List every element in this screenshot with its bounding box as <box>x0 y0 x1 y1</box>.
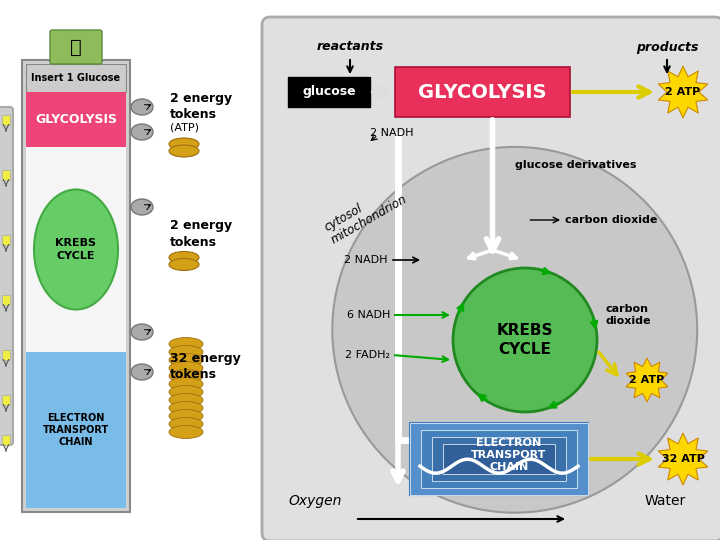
Bar <box>28 66 124 506</box>
Text: carbon
dioxide: carbon dioxide <box>605 304 650 326</box>
Text: 2 NADH: 2 NADH <box>344 255 388 265</box>
Ellipse shape <box>169 386 203 399</box>
Ellipse shape <box>169 409 203 422</box>
Text: Insert 1 Glucose: Insert 1 Glucose <box>32 73 120 83</box>
Ellipse shape <box>169 361 203 375</box>
Ellipse shape <box>169 354 203 367</box>
Text: 2 ATP: 2 ATP <box>665 87 701 97</box>
Polygon shape <box>658 66 708 118</box>
Ellipse shape <box>131 364 153 380</box>
Ellipse shape <box>131 324 153 340</box>
Polygon shape <box>626 358 668 402</box>
Ellipse shape <box>169 377 203 390</box>
Text: cytosol
mitochondrion: cytosol mitochondrion <box>322 180 410 246</box>
FancyBboxPatch shape <box>0 107 13 445</box>
Ellipse shape <box>131 124 153 140</box>
Polygon shape <box>658 433 708 485</box>
Text: glucose: glucose <box>302 85 356 98</box>
Text: ELECTRON
TRANSPORT
CHAIN: ELECTRON TRANSPORT CHAIN <box>472 438 546 471</box>
Bar <box>410 423 588 495</box>
Text: 2 FADH₂: 2 FADH₂ <box>345 350 390 360</box>
Ellipse shape <box>169 145 199 157</box>
Bar <box>2 350 10 360</box>
Circle shape <box>453 268 597 412</box>
Text: (ATP): (ATP) <box>170 122 199 132</box>
Text: GLYCOLYSIS: GLYCOLYSIS <box>35 113 117 126</box>
Bar <box>26 352 126 508</box>
Text: 2 energy
tokens: 2 energy tokens <box>170 219 232 248</box>
Text: 2 energy
tokens: 2 energy tokens <box>170 92 232 121</box>
Bar <box>432 437 566 481</box>
Text: KREBS
CYCLE: KREBS CYCLE <box>497 322 553 357</box>
Text: KREBS
CYCLE: KREBS CYCLE <box>55 238 96 261</box>
Bar <box>2 170 10 180</box>
Text: 6 NADH: 6 NADH <box>346 310 390 320</box>
Ellipse shape <box>169 402 203 415</box>
Bar <box>395 67 570 117</box>
Bar <box>2 395 10 405</box>
Text: 32 energy
tokens: 32 energy tokens <box>170 352 240 381</box>
Text: 2 NADH: 2 NADH <box>370 128 413 138</box>
Bar <box>26 64 126 92</box>
Ellipse shape <box>169 394 203 407</box>
Ellipse shape <box>131 99 153 115</box>
Bar <box>26 92 126 147</box>
Text: Water: Water <box>644 494 685 508</box>
Ellipse shape <box>169 426 203 438</box>
Ellipse shape <box>131 199 153 215</box>
Text: 32 ATP: 32 ATP <box>662 454 704 464</box>
Text: reactants: reactants <box>316 40 384 53</box>
Ellipse shape <box>333 147 697 512</box>
Bar <box>2 435 10 445</box>
Ellipse shape <box>169 369 203 382</box>
Ellipse shape <box>169 417 203 430</box>
Bar <box>2 295 10 305</box>
Text: carbon dioxide: carbon dioxide <box>565 215 657 225</box>
Bar <box>288 77 370 107</box>
FancyBboxPatch shape <box>262 17 720 540</box>
Bar <box>2 115 10 125</box>
Text: 💵: 💵 <box>70 37 82 57</box>
Text: glucose derivatives: glucose derivatives <box>515 160 636 170</box>
FancyBboxPatch shape <box>22 60 130 512</box>
Ellipse shape <box>169 259 199 271</box>
Bar <box>410 423 588 495</box>
Text: ELECTRON
TRANSPORT
CHAIN: ELECTRON TRANSPORT CHAIN <box>43 413 109 448</box>
Bar <box>443 444 555 474</box>
Bar <box>421 430 577 488</box>
Ellipse shape <box>169 138 199 150</box>
Ellipse shape <box>169 346 203 359</box>
Bar <box>26 147 126 352</box>
Text: Oxygen: Oxygen <box>288 494 341 508</box>
Text: 2 ATP: 2 ATP <box>629 375 665 385</box>
Bar <box>2 235 10 245</box>
FancyBboxPatch shape <box>50 30 102 64</box>
Ellipse shape <box>169 252 199 264</box>
Ellipse shape <box>169 338 203 350</box>
Ellipse shape <box>34 190 118 309</box>
Text: products: products <box>636 40 698 53</box>
Text: GLYCOLYSIS: GLYCOLYSIS <box>418 83 546 102</box>
